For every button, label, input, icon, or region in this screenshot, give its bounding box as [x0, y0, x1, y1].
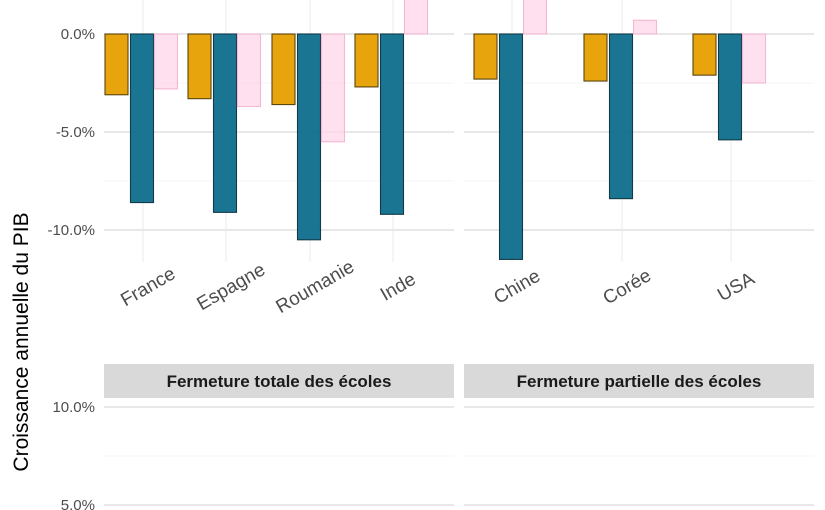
y-tick-label: -10.0%: [47, 222, 95, 239]
bar-france-1: [104, 33, 129, 96]
x-tick-label: Roumanie: [272, 256, 358, 317]
y-tick-labels: 0.0% -5.0% -10.0% 10.0% 5.0%: [47, 26, 95, 510]
bar-espagne-2: [212, 33, 238, 213]
x-tick-label: Corée: [600, 265, 655, 309]
facet-strip: [104, 364, 454, 398]
bar-france-3: [153, 33, 179, 90]
x-tick-label: Espagne: [194, 259, 269, 315]
bar-usa-2: [717, 33, 743, 141]
bar-corée-1: [583, 33, 608, 82]
facet-strip: [464, 364, 814, 398]
bar-corée-2: [608, 33, 634, 200]
bar-france-2: [129, 33, 155, 204]
facet-strip-label: Fermeture totale des écoles: [167, 372, 392, 391]
y-tick-label: -5.0%: [56, 124, 95, 141]
x-tick-label: France: [117, 263, 179, 311]
facet-strips: Fermeture totale des écoles Fermeture par…: [104, 364, 814, 398]
x-tick-label: Chine: [490, 266, 544, 309]
y-tick-label: 0.0%: [61, 26, 95, 43]
bar-layer: [104, 0, 767, 260]
bar-chine-1: [473, 33, 498, 80]
bar-usa-3: [741, 33, 767, 84]
bar-espagne-1: [187, 33, 212, 100]
bar-inde-2: [379, 33, 405, 215]
y-axis-label: Croissance annuelle du PIB: [10, 212, 33, 471]
bar-chine-2: [498, 33, 524, 260]
x-tick-label: USA: [714, 268, 759, 306]
bar-usa-1: [692, 33, 717, 76]
y-tick-label: 10.0%: [52, 399, 95, 416]
bar-chine-3: [522, 0, 548, 35]
bar-inde-3: [403, 0, 429, 35]
x-tick-label: Inde: [377, 269, 420, 306]
x-tick-labels: France Espagne Roumanie Inde Chine Corée USA: [117, 256, 758, 317]
bar-corée-3: [632, 19, 658, 35]
bar-espagne-3: [236, 33, 262, 108]
bar-inde-1: [354, 33, 379, 88]
bar-roumanie-2: [296, 33, 322, 241]
bar-roumanie-3: [320, 33, 346, 143]
bar-roumanie-1: [271, 33, 296, 106]
y-tick-label: 5.0%: [61, 497, 95, 510]
facet-strip-label: Fermeture partielle des écoles: [517, 372, 762, 391]
